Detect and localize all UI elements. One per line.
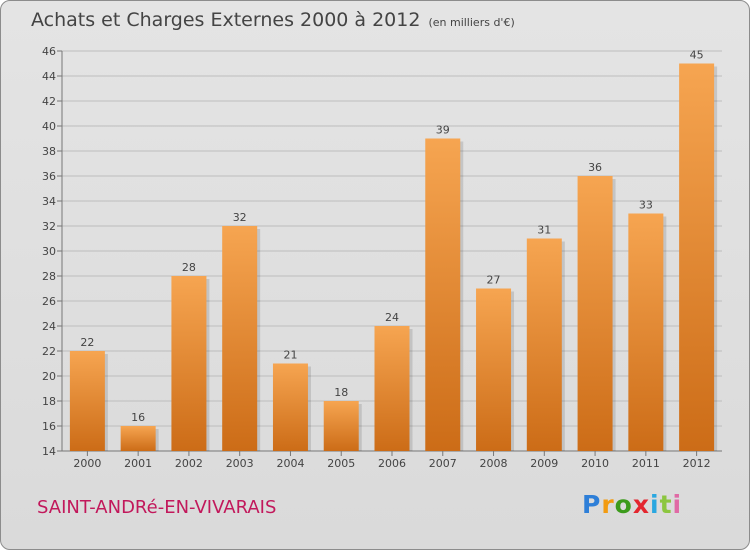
chart-title-text: Achats et Charges Externes 2000 à 2012: [31, 9, 421, 31]
data-label: 33: [639, 199, 653, 212]
proxiti-logo: Proxiti: [582, 490, 682, 519]
y-tick-label: 42: [42, 95, 56, 108]
y-tick-label: 14: [42, 445, 56, 458]
data-label: 28: [182, 261, 196, 274]
y-tick-label: 46: [42, 45, 56, 58]
x-tick-label: 2000: [73, 457, 101, 470]
bar: [323, 401, 359, 451]
y-tick-label: 44: [42, 70, 56, 83]
bar: [679, 63, 715, 451]
x-tick-label: 2011: [632, 457, 660, 470]
bar: [69, 351, 105, 451]
x-tick-label: 2008: [480, 457, 508, 470]
data-label: 21: [283, 349, 297, 362]
data-label: 24: [385, 311, 399, 324]
data-label: 22: [80, 336, 94, 349]
y-tick-label: 26: [42, 295, 56, 308]
bar: [577, 176, 613, 451]
x-tick-label: 2001: [124, 457, 152, 470]
bar: [526, 238, 562, 451]
y-tick-label: 36: [42, 170, 56, 183]
y-tick-label: 34: [42, 195, 56, 208]
logo-letter: x: [632, 490, 650, 519]
commune-name: SAINT-ANDRé-EN-VIVARAIS: [37, 497, 277, 518]
bar: [171, 276, 207, 451]
y-tick-label: 38: [42, 145, 56, 158]
y-tick-label: 16: [42, 420, 56, 433]
y-tick-label: 28: [42, 270, 56, 283]
x-tick-label: 2007: [429, 457, 457, 470]
data-label: 31: [537, 224, 551, 237]
y-tick-label: 40: [42, 120, 56, 133]
x-tick-label: 2010: [581, 457, 609, 470]
x-tick-label: 2005: [327, 457, 355, 470]
logo-letter: i: [650, 490, 660, 519]
chart-title: Achats et Charges Externes 2000 à 2012 (e…: [31, 9, 515, 31]
data-label: 36: [588, 161, 602, 174]
y-tick-label: 32: [42, 220, 56, 233]
logo-letter: r: [601, 490, 615, 519]
x-tick-label: 2012: [683, 457, 711, 470]
x-tick-label: 2006: [378, 457, 406, 470]
data-label: 16: [131, 411, 145, 424]
y-tick-label: 22: [42, 345, 56, 358]
bar: [222, 226, 258, 451]
x-tick-label: 2009: [530, 457, 558, 470]
bar: [272, 363, 308, 451]
data-label: 32: [233, 211, 247, 224]
data-label: 27: [487, 274, 501, 287]
x-tick-label: 2003: [226, 457, 254, 470]
bar: [628, 213, 664, 451]
x-tick-label: 2004: [276, 457, 304, 470]
logo-letter: i: [672, 490, 683, 519]
data-label: 18: [334, 386, 348, 399]
logo-letter: P: [582, 490, 602, 519]
data-label: 39: [436, 124, 450, 137]
y-tick-label: 24: [42, 320, 56, 333]
logo-letter: o: [614, 490, 633, 519]
bar: [425, 138, 461, 451]
bar: [476, 288, 512, 451]
y-tick-label: 30: [42, 245, 56, 258]
logo-letter: t: [659, 490, 673, 519]
bar: [120, 426, 156, 451]
data-label: 45: [690, 49, 704, 62]
bar: [374, 326, 410, 451]
y-tick-label: 20: [42, 370, 56, 383]
y-tick-label: 18: [42, 395, 56, 408]
chart-subtitle: (en milliers d'€): [428, 16, 515, 29]
x-tick-label: 2002: [175, 457, 203, 470]
